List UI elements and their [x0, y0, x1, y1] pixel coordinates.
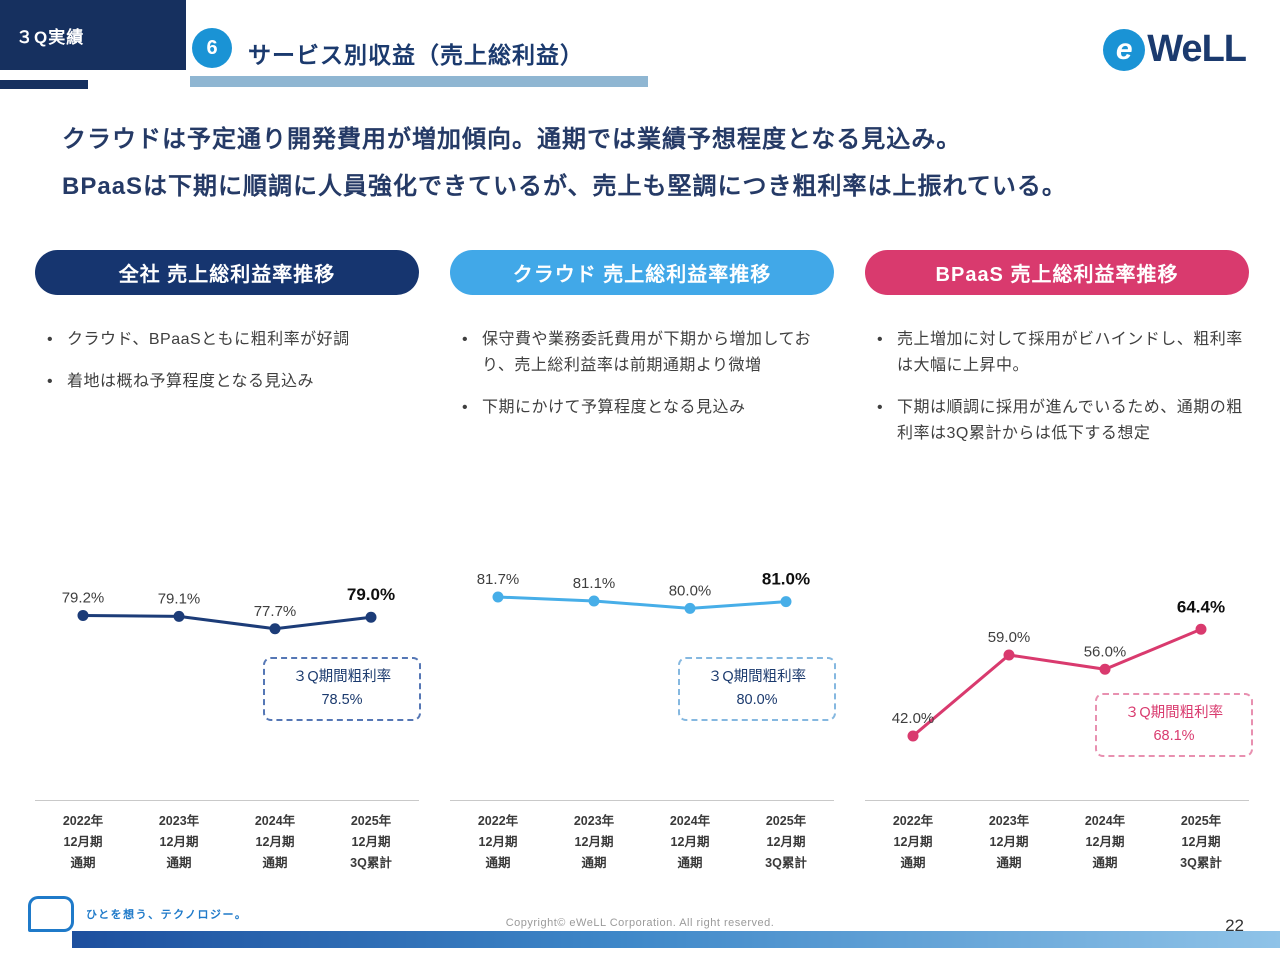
bullet-item: 下期は順調に採用が進んでいるため、通期の粗利率は3Q累計からは低下する想定 [875, 395, 1245, 447]
panel-cloud: クラウド 売上総利益率推移 保守費や業務委託費用が下期から増加しており、売上総利… [450, 250, 836, 874]
panel-title-company: 全社 売上総利益率推移 [35, 250, 419, 295]
line-chart: 81.7% 81.1% 80.0% 81.0% [450, 535, 834, 800]
svg-text:56.0%: 56.0% [1084, 643, 1127, 660]
ewell-logo: e WeLL [1103, 28, 1247, 71]
panel-columns: 全社 売上総利益率推移 クラウド、BPaaSともに粗利率が好調 着地は概ね予算程… [35, 250, 1253, 874]
panel-bpaas: BPaaS 売上総利益率推移 売上増加に対して採用がビハインドし、粗利率は大幅に… [865, 250, 1253, 874]
svg-text:80.0%: 80.0% [669, 582, 712, 599]
x-axis: 2022年 12月期 通期 2023年 12月期 通期 2024年 12月期 通期 2025年 12… [450, 800, 834, 874]
title-underline [190, 76, 648, 87]
svg-text:81.7%: 81.7% [477, 571, 520, 588]
ewell-globe-icon: e [1103, 28, 1146, 71]
x-axis: 2022年 12月期 通期 2023年 12月期 通期 2024年 12月期 通期 2025年 12… [865, 800, 1249, 874]
chart-cloud-gross-margin: 81.7% 81.1% 80.0% 81.0% ３Q期間粗利率 80.0% [450, 535, 836, 800]
bullet-list-cloud: 保守費や業務委託費用が下期から増加しており、売上総利益率は前期通期より微増 下期… [460, 327, 830, 535]
footer-logo-bubble-icon [28, 896, 74, 932]
bullet-item: 着地は概ね予算程度となる見込み [45, 369, 415, 395]
callout-value: 68.1% [1153, 728, 1195, 744]
bullet-item: 保守費や業務委託費用が下期から増加しており、売上総利益率は前期通期より微増 [460, 327, 830, 379]
x-axis-tick: 2023年 12月期 通期 [988, 814, 1030, 870]
x-axis-tick: 2024年 12月期 通期 [254, 814, 296, 870]
line-chart: 42.0% 59.0% 56.0% 64.4% [865, 535, 1249, 800]
svg-text:79.0%: 79.0% [347, 585, 395, 604]
x-axis-tick: 2023年 12月期 通期 [158, 814, 200, 870]
callout-label: ３Q期間粗利率 [707, 669, 807, 685]
x-axis-tick: 2025年 12月期 3Q累計 [1180, 814, 1222, 870]
callout-value: 78.5% [321, 692, 363, 708]
svg-text:42.0%: 42.0% [892, 710, 935, 727]
x-axis-tick: 2025年 12月期 3Q累計 [350, 814, 392, 870]
quarter-badge: ３Q実績 [0, 0, 186, 70]
callout-3q-gross-margin: ３Q期間粗利率 78.5% [263, 657, 421, 721]
badge-underline [0, 80, 88, 89]
x-axis-tick: 2022年 12月期 通期 [892, 814, 934, 870]
bullet-item: 下期にかけて予算程度となる見込み [460, 395, 830, 421]
svg-text:81.1%: 81.1% [573, 575, 616, 592]
callout-label: ３Q期間粗利率 [1124, 705, 1224, 721]
ewell-logo-text: WeLL [1147, 28, 1247, 70]
chart-bpaas-gross-margin: 42.0% 59.0% 56.0% 64.4% ３Q期間粗利率 68.1% [865, 535, 1253, 800]
bullet-item: クラウド、BPaaSともに粗利率が好調 [45, 327, 415, 353]
x-axis: 2022年 12月期 通期 2023年 12月期 通期 2024年 12月期 通期 2025年 12… [35, 800, 419, 874]
footer-gradient-bar [72, 931, 1280, 948]
callout-3q-gross-margin: ３Q期間粗利率 80.0% [678, 657, 836, 721]
quarter-badge-label: ３Q実績 [16, 27, 85, 47]
svg-text:79.1%: 79.1% [158, 590, 201, 607]
panel-title-cloud: クラウド 売上総利益率推移 [450, 250, 834, 295]
page-title: サービス別収益（売上総利益） [248, 42, 584, 68]
svg-text:77.7%: 77.7% [254, 603, 297, 620]
section-number-badge: 6 [192, 28, 232, 68]
svg-text:81.0%: 81.0% [762, 570, 810, 589]
page-number: 22 [1225, 916, 1244, 935]
lead-message: クラウドは予定通り開発費用が増加傾向。通期では業績予想程度となる見込み。 BPa… [62, 116, 1067, 210]
x-axis-tick: 2025年 12月期 3Q累計 [765, 814, 807, 870]
x-axis-tick: 2022年 12月期 通期 [62, 814, 104, 870]
chart-company-gross-margin: 79.2% 79.1% 77.7% 79.0% ３Q期間粗利率 78.5% [35, 535, 421, 800]
x-axis-tick: 2024年 12月期 通期 [1084, 814, 1126, 870]
x-axis-tick: 2023年 12月期 通期 [573, 814, 615, 870]
callout-value: 80.0% [736, 692, 778, 708]
svg-text:64.4%: 64.4% [1177, 597, 1225, 616]
x-axis-tick: 2024年 12月期 通期 [669, 814, 711, 870]
x-axis-tick: 2022年 12月期 通期 [477, 814, 519, 870]
bullet-list-company: クラウド、BPaaSともに粗利率が好調 着地は概ね予算程度となる見込み [45, 327, 415, 535]
line-chart: 79.2% 79.1% 77.7% 79.0% [35, 535, 419, 800]
footer-tagline: ひとを想う、テクノロジー。 [86, 909, 248, 921]
svg-text:79.2%: 79.2% [62, 589, 105, 606]
bullet-list-bpaas: 売上増加に対して採用がビハインドし、粗利率は大幅に上昇中。 下期は順調に採用が進… [875, 327, 1245, 535]
copyright-text: Copyright© eWeLL Corporation. All right … [505, 917, 775, 929]
lead-line-1: クラウドは予定通り開発費用が増加傾向。通期では業績予想程度となる見込み。 [62, 126, 962, 153]
svg-text:59.0%: 59.0% [988, 629, 1031, 646]
panel-company: 全社 売上総利益率推移 クラウド、BPaaSともに粗利率が好調 着地は概ね予算程… [35, 250, 421, 874]
callout-label: ３Q期間粗利率 [292, 669, 392, 685]
lead-line-2: BPaaSは下期に順調に人員強化できているが、売上も堅調につき粗利率は上振れてい… [62, 173, 1067, 200]
callout-3q-gross-margin: ３Q期間粗利率 68.1% [1095, 693, 1253, 757]
panel-title-bpaas: BPaaS 売上総利益率推移 [865, 250, 1249, 295]
bullet-item: 売上増加に対して採用がビハインドし、粗利率は大幅に上昇中。 [875, 327, 1245, 379]
